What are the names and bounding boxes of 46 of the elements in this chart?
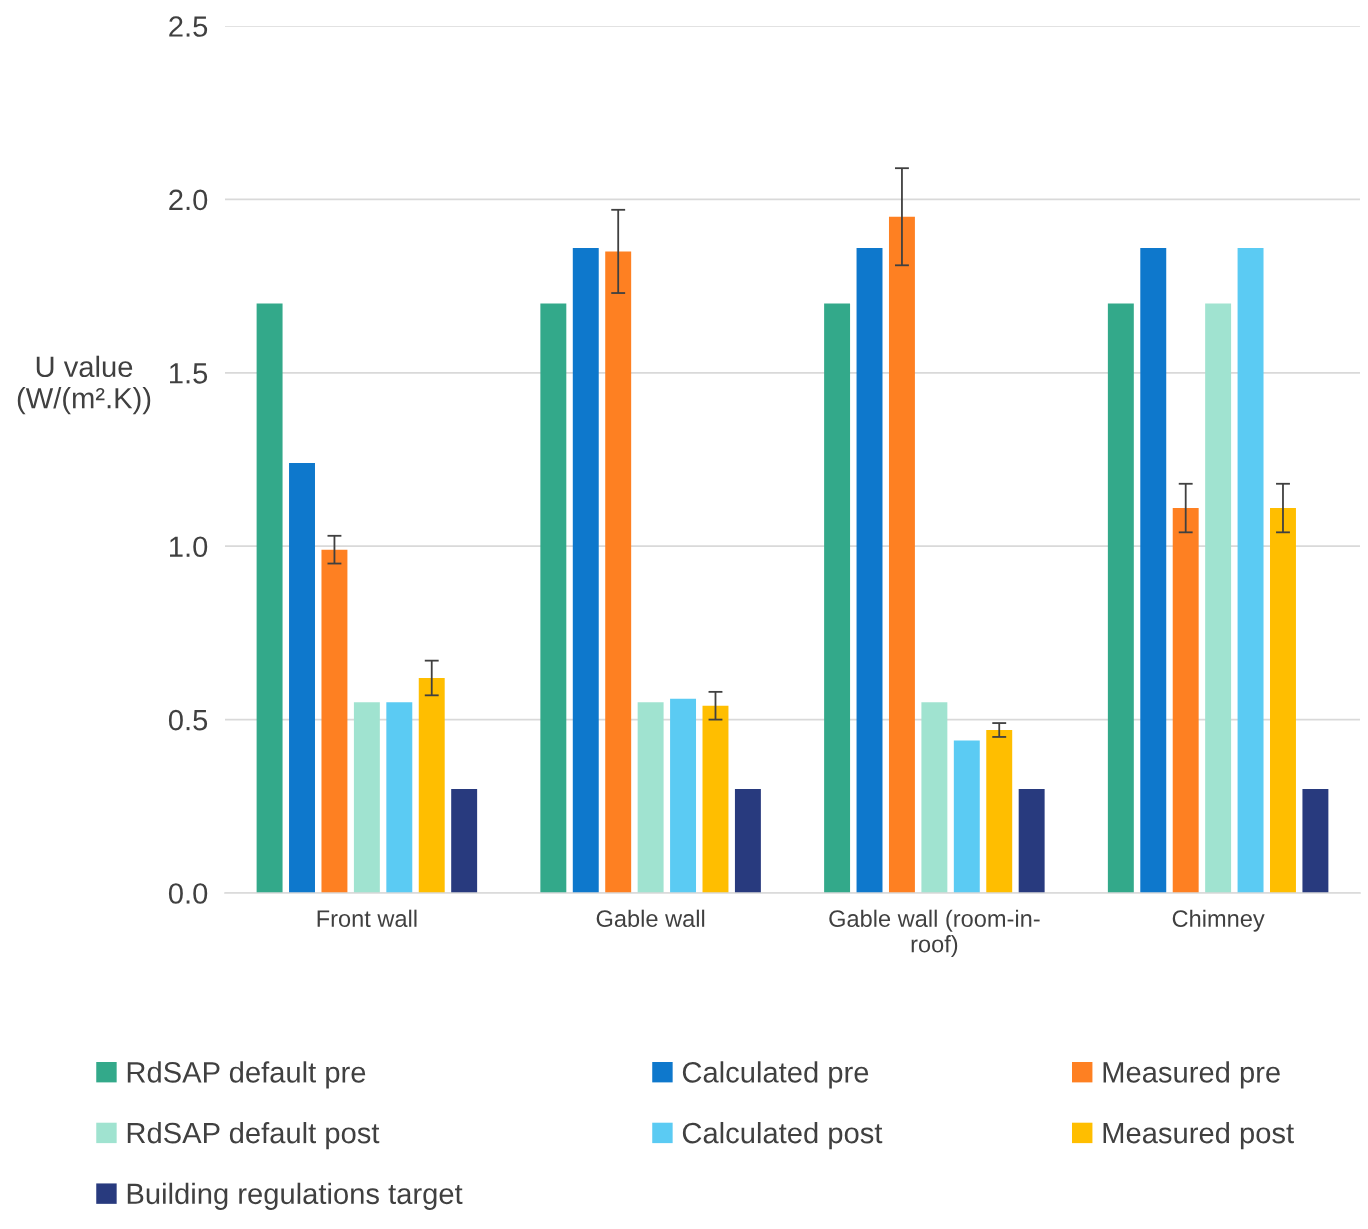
x-tick-label: Front wall [317,909,417,928]
y-axis-title: U value (W/(m².K)) [17,355,151,415]
bar [921,702,948,893]
legend-label: Building regulations target [127,1182,463,1210]
x-tick-label: Gable wall (room-in- roof) [829,909,1040,958]
bar [1172,508,1199,893]
legend-label: Calculated pre [682,1061,869,1089]
bar [353,702,380,893]
bar [256,303,283,893]
bar [702,705,729,893]
bar [953,740,980,893]
bar [888,216,915,893]
bar [1270,508,1296,893]
bar [540,303,567,893]
bar [1302,788,1329,893]
bar [321,549,348,893]
bar [734,788,761,893]
legend-label: Measured post [1103,1121,1294,1150]
y-tick-label: 1.0 [170,536,208,558]
y-tick-label: 0.5 [168,709,208,731]
y-tick-label: 2.0 [169,189,208,211]
bar [986,730,1013,893]
bar [1018,788,1045,893]
x-tick-label: Gable wall [596,909,705,928]
y-tick-label: 1.5 [170,363,208,384]
bar [451,788,478,893]
bar [386,702,413,893]
bar [670,698,697,893]
bar [637,702,664,893]
bar [605,251,632,893]
bar [1107,303,1134,893]
legend-label: Measured pre [1103,1061,1280,1089]
y-tick-label: 0.0 [168,883,208,904]
bar [1205,303,1232,893]
bar [1140,247,1167,893]
bar [1237,247,1264,893]
y-tick-label: 2.5 [169,16,208,37]
bar [824,303,851,893]
bar [289,462,315,893]
x-tick-label: Chimney [1172,909,1265,932]
bar [572,247,599,893]
bar [418,677,445,893]
legend-label: RdSAP default pre [127,1061,366,1089]
legend-label: RdSAP default post [127,1121,380,1150]
bar [856,247,883,893]
legend-label: Calculated post [682,1121,883,1150]
